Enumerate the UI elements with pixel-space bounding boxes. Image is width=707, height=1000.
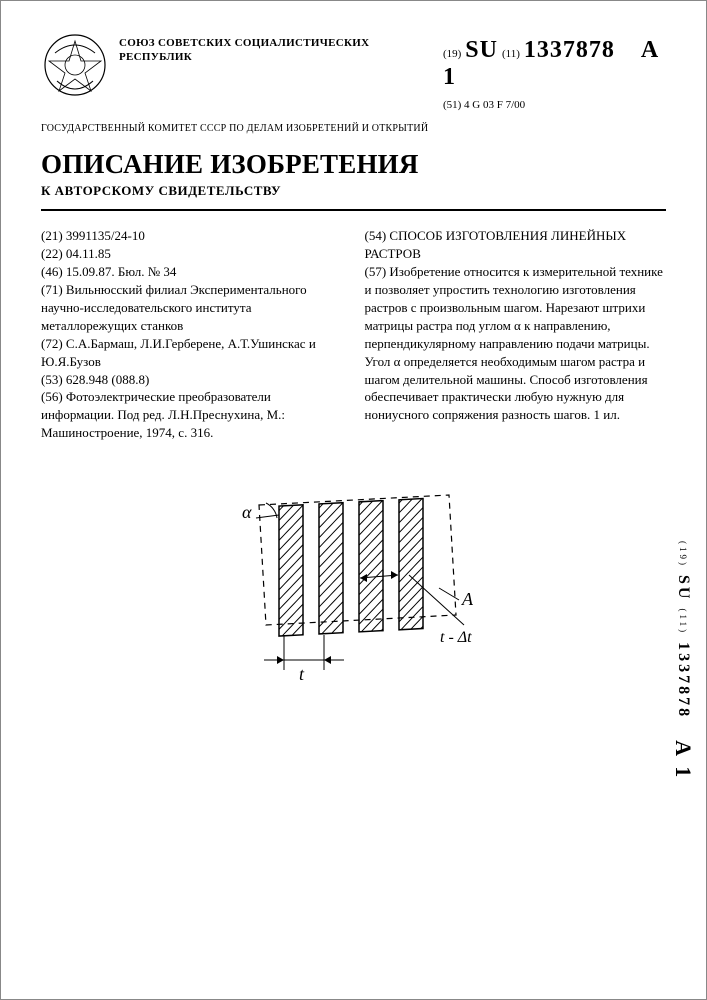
doc-prefix-11: (11) — [502, 48, 520, 60]
left-column: (21) 3991135/24-10 (22) 04.11.85 (46) 15… — [41, 227, 343, 442]
doc-prefix-19: (19) — [443, 48, 461, 60]
raster-figure: α A t - Δt t — [204, 470, 504, 690]
classification-code: (51) 4 G 03 F 7/00 — [443, 99, 666, 111]
doc-number-line: (19) SU (11) 1337878 A 1 — [443, 37, 666, 91]
subtitle: К АВТОРСКОМУ СВИДЕТЕЛЬСТВУ — [41, 183, 666, 199]
doc-country-code: SU — [465, 37, 498, 63]
t-dt-label: t - Δt — [440, 629, 472, 646]
divider-line — [41, 209, 666, 211]
main-title: ОПИСАНИЕ ИЗОБРЕТЕНИЯ — [41, 149, 666, 180]
doc-number: 1337878 — [524, 37, 615, 63]
A-label: A — [461, 589, 474, 609]
state-emblem — [41, 31, 109, 99]
t-label: t — [299, 664, 305, 684]
right-column: (54) СПОСОБ ИЗГОТОВЛЕНИЯ ЛИНЕЙНЫХ РАСТРО… — [365, 227, 667, 442]
side-doc-number: (19) SU (11) 1337878 A 1 — [670, 541, 696, 780]
issuer-name: СОЮЗ СОВЕТСКИХ СОЦИАЛИСТИЧЕСКИХ РЕСПУБЛИ… — [119, 37, 433, 65]
alpha-label: α — [242, 502, 252, 522]
committee-name: ГОСУДАРСТВЕННЫЙ КОМИТЕТ СССР ПО ДЕЛАМ ИЗ… — [41, 123, 666, 135]
